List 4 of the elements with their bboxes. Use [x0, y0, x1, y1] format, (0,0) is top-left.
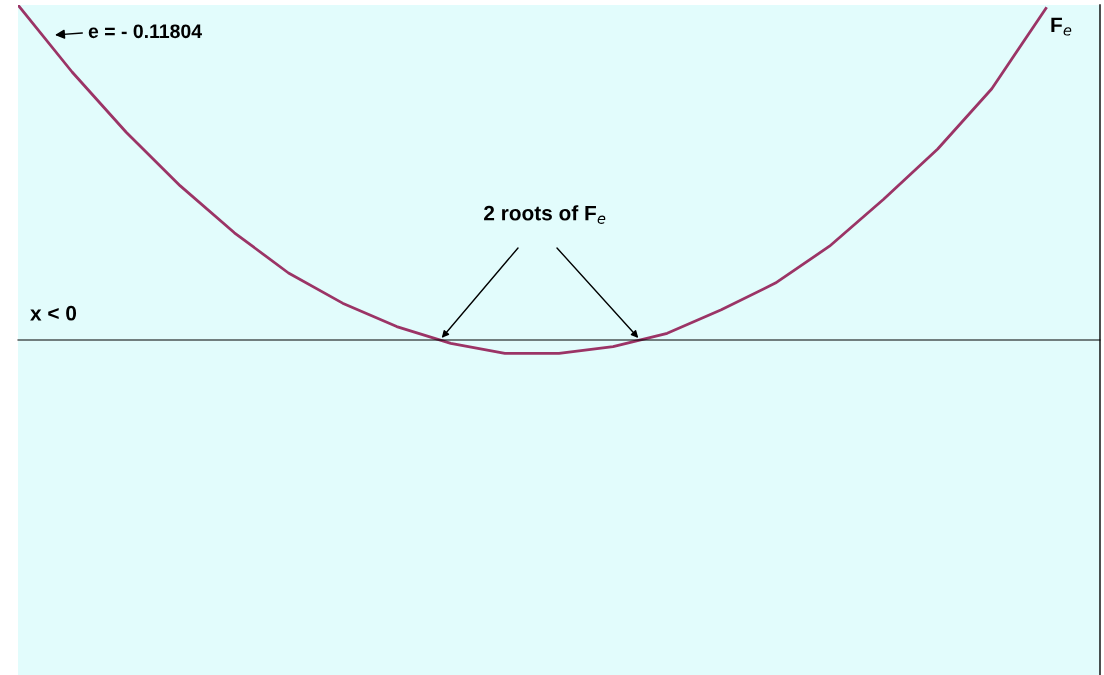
annotation: x < 0: [30, 305, 77, 321]
series-label: F$_{e}$: [1051, 17, 1072, 36]
annotation: e = - 0.11804: [88, 24, 202, 39]
annotation: 2 roots of F$_{e}$: [484, 205, 606, 224]
